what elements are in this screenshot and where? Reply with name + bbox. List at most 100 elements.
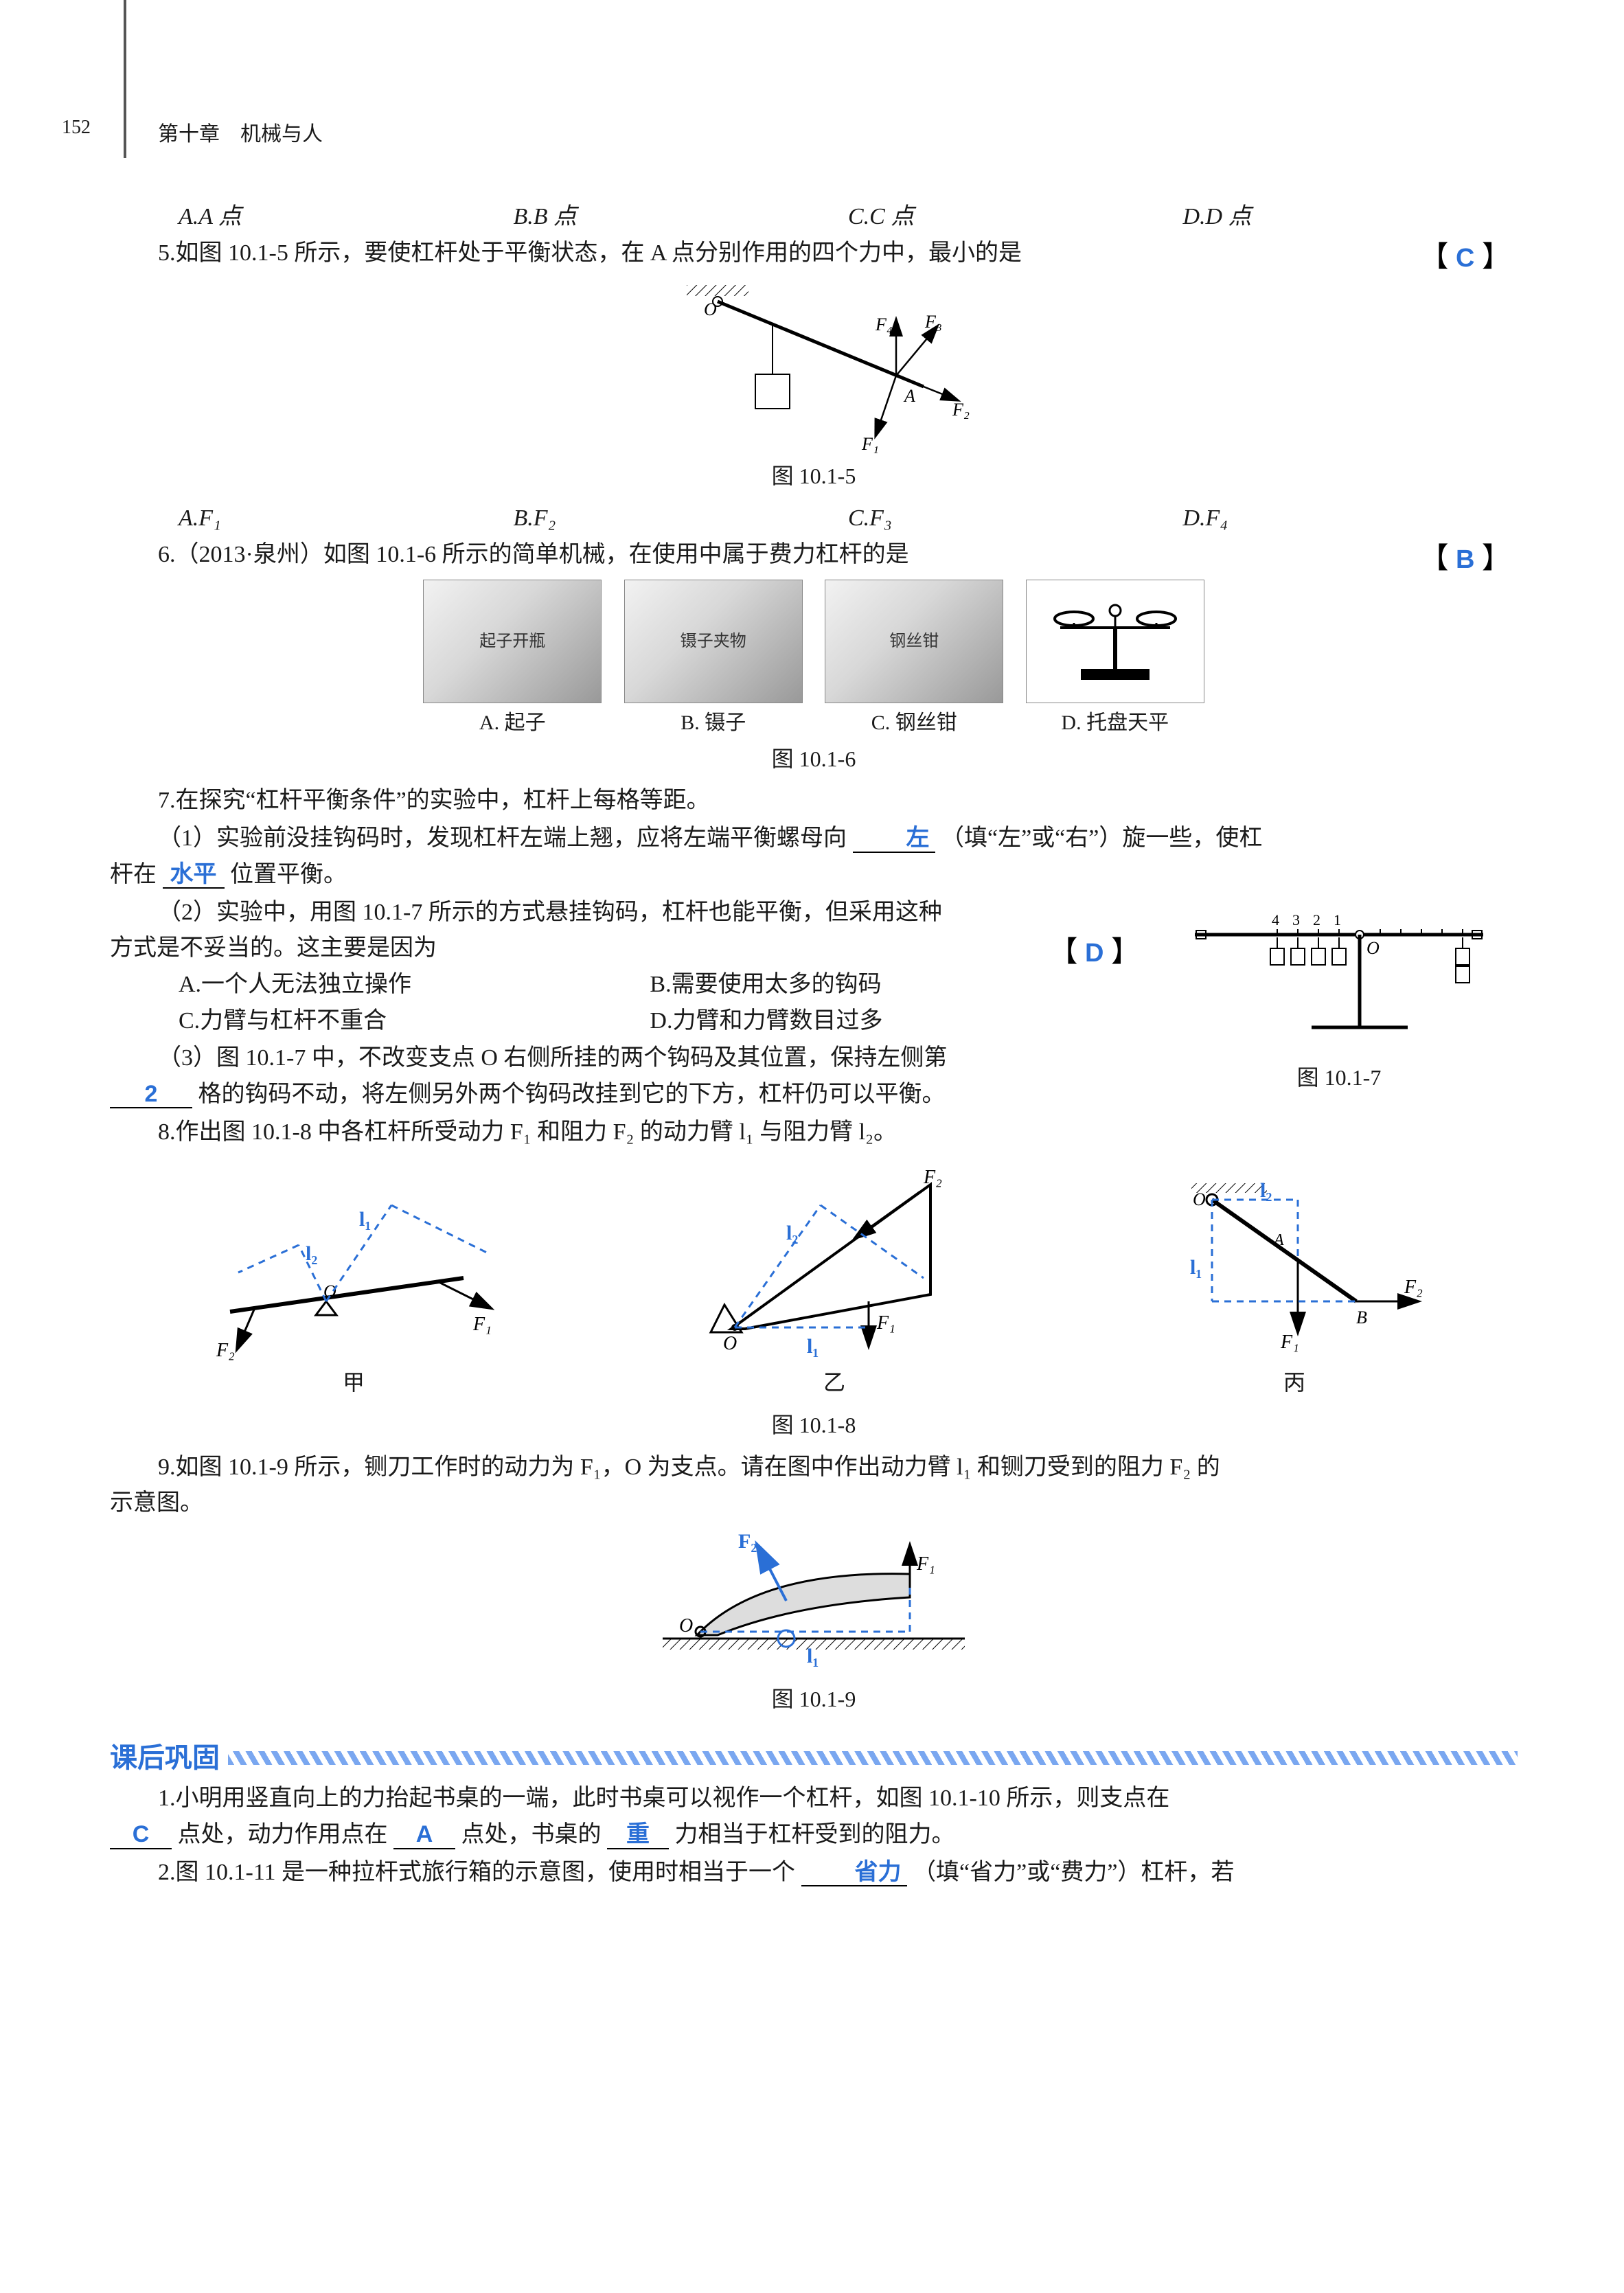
photo-label: 起子 bbox=[505, 711, 546, 734]
fig-caption-5: 图 10.1-5 bbox=[110, 459, 1518, 494]
opt-d: D.力臂和力臂数目过多 bbox=[650, 1003, 1121, 1040]
opt-c: C.力臂与杠杆不重合 bbox=[179, 1003, 650, 1040]
photo-c: 钢丝钳 C. 钢丝钳 bbox=[825, 580, 1003, 740]
p1-line1: 1.小明用竖直向上的力抬起书桌的一端，此时书桌可以视作一个杠杆，如图 10.1-… bbox=[110, 1781, 1518, 1817]
svg-text:l₁: l₁ bbox=[807, 1645, 819, 1667]
q6-stem: 6.（2013·泉州）如图 10.1-6 所示的简单机械，在使用中属于费力杠杆的… bbox=[158, 542, 909, 567]
svg-text:F₂: F₂ bbox=[216, 1340, 235, 1361]
q7-part2-line2: 方式是不妥当的。这主要是因为 【 D 】 bbox=[110, 931, 1160, 967]
svg-text:F₃: F₃ bbox=[924, 312, 942, 332]
section-title-text: 课后巩固 bbox=[110, 1737, 220, 1779]
photo-b: 镊子夹物 B. 镊子 bbox=[624, 580, 803, 740]
q6-text: 6.（2013·泉州）如图 10.1-6 所示的简单机械，在使用中属于费力杠杆的… bbox=[110, 537, 1518, 573]
svg-text:4: 4 bbox=[1272, 911, 1279, 928]
section-stripe-icon bbox=[228, 1751, 1518, 1765]
blank-grid-number: 2 bbox=[110, 1082, 192, 1108]
svg-text:O: O bbox=[723, 1333, 737, 1354]
q4-choices: A.A 点 B.B 点 C.C 点 D.D 点 bbox=[110, 199, 1518, 236]
blank-force-point: A bbox=[393, 1822, 455, 1849]
blank-horizontal: 水平 bbox=[163, 862, 225, 889]
svg-text:F₂: F₂ bbox=[952, 400, 970, 420]
blank-lever-type: 省力 bbox=[801, 1860, 907, 1886]
svg-text:O: O bbox=[1193, 1189, 1206, 1209]
q5-choices: A.F₁ B.F₂ C.F₃ D.F₄ bbox=[110, 501, 1518, 537]
svg-text:l₁: l₁ bbox=[807, 1335, 819, 1358]
svg-text:O: O bbox=[1366, 938, 1380, 958]
q9-text2: 示意图。 bbox=[110, 1485, 1518, 1522]
svg-text:3: 3 bbox=[1292, 911, 1300, 928]
svg-text:F₁: F₁ bbox=[861, 434, 879, 454]
subfig-yi: O F₁ F₂ l₁ l₂ 乙 bbox=[676, 1157, 992, 1406]
svg-text:A: A bbox=[1272, 1231, 1284, 1249]
subfig-jia: O F₁ F₂ l₁ l₂ 甲 bbox=[189, 1171, 518, 1406]
photo-label: 镊子 bbox=[705, 711, 746, 734]
figure-10-1-6: 起子开瓶 A. 起子 镊子夹物 B. 镊子 钢丝钳 C. 钢丝钳 bbox=[110, 580, 1518, 776]
svg-text:F₂: F₂ bbox=[738, 1530, 757, 1553]
svg-text:l₁: l₁ bbox=[1190, 1256, 1202, 1279]
choice-d: D.F₄ bbox=[1183, 501, 1518, 537]
label-O: O bbox=[704, 299, 717, 319]
q7-part2-answer: 【 D 】 bbox=[1049, 931, 1140, 975]
blank-gravity: 重 bbox=[607, 1822, 669, 1849]
bottle-opener-icon: 起子开瓶 bbox=[423, 580, 602, 703]
svg-text:1: 1 bbox=[1334, 911, 1341, 928]
tweezers-icon: 镊子夹物 bbox=[624, 580, 803, 703]
choice-c: C.F₃ bbox=[848, 501, 1183, 537]
photo-label: 钢丝钳 bbox=[895, 711, 957, 734]
pliers-icon: 钢丝钳 bbox=[825, 580, 1003, 703]
choice-a: A.F₁ bbox=[179, 501, 514, 537]
balance-scale-icon bbox=[1026, 580, 1204, 703]
svg-text:O: O bbox=[679, 1615, 693, 1636]
svg-text:F₁: F₁ bbox=[1280, 1332, 1299, 1353]
choice-d: D.D 点 bbox=[1183, 199, 1518, 236]
svg-text:l₂: l₂ bbox=[786, 1222, 798, 1244]
subfig-bing: O B F₁ F₂ l₁ l₂ A 丙 bbox=[1150, 1171, 1439, 1406]
q7-part3-line2: 2 格的钩码不动，将左侧另外两个钩码改挂到它的下方，杠杆仍可以平衡。 bbox=[110, 1077, 1160, 1113]
photo-label: 托盘天平 bbox=[1086, 711, 1169, 734]
choice-a: A.A 点 bbox=[179, 199, 514, 236]
balance-apparatus-svg: 4321 O bbox=[1174, 893, 1504, 1058]
lever-diagram-svg: O A F₄ F₃ F₂ F₁ bbox=[635, 278, 992, 457]
p2-line: 2.图 10.1-11 是一种拉杆式旅行箱的示意图，使用时相当于一个 省力 （填… bbox=[110, 1855, 1518, 1891]
svg-text:2: 2 bbox=[1313, 911, 1320, 928]
svg-text:l₂: l₂ bbox=[1260, 1179, 1272, 1202]
q7-part1: （1）实验前没挂钩码时，发现杠杆左端上翘，应将左端平衡螺母向 左 （填“左”或“… bbox=[110, 821, 1518, 857]
choice-b: B.B 点 bbox=[514, 199, 849, 236]
choice-c: C.C 点 bbox=[848, 199, 1183, 236]
svg-text:l₁: l₁ bbox=[359, 1208, 371, 1231]
figure-10-1-8: O F₁ F₂ l₁ l₂ 甲 bbox=[110, 1157, 1518, 1442]
fig-caption-6: 图 10.1-6 bbox=[110, 742, 1518, 777]
q7-part1-line2: 杆在 水平 位置平衡。 bbox=[110, 857, 1518, 893]
q9-text1: 9.如图 10.1-9 所示，铡刀工作时的动力为 F₁，O 为支点。请在图中作出… bbox=[110, 1450, 1518, 1486]
figure-10-1-9: O F₁ F₂ l₁ 图 10.1-9 bbox=[110, 1529, 1518, 1717]
fig-caption-8: 图 10.1-8 bbox=[110, 1408, 1518, 1443]
p1-line2: C 点处，动力作用点在 A 点处，书桌的 重 力相当于杠杆受到的阻力。 bbox=[110, 1817, 1518, 1853]
q5-text: 5.如图 10.1-5 所示，要使杠杆处于平衡状态，在 A 点分别作用的四个力中… bbox=[110, 236, 1518, 272]
photo-d: D. 托盘天平 bbox=[1026, 580, 1204, 740]
figure-10-1-5: O A F₄ F₃ F₂ F₁ 图 10.1-5 bbox=[110, 278, 1518, 494]
svg-text:F₁: F₁ bbox=[916, 1553, 935, 1575]
sublabel: 丙 bbox=[1150, 1366, 1439, 1400]
photo-a: 起子开瓶 A. 起子 bbox=[423, 580, 602, 740]
q8-text: 8.作出图 10.1-8 中各杠杆所受动力 F₁ 和阻力 F₂ 的动力臂 l₁ … bbox=[110, 1115, 1518, 1151]
page-number: 152 bbox=[62, 117, 91, 139]
q6-answer-slot: 【 B 】 bbox=[1372, 537, 1511, 582]
chapter-header: 第十章 机械与人 bbox=[158, 117, 323, 147]
svg-text:F₄: F₄ bbox=[875, 315, 893, 334]
page-content: A.A 点 B.B 点 C.C 点 D.D 点 5.如图 10.1-5 所示，要… bbox=[110, 199, 1518, 1891]
svg-text:F₂: F₂ bbox=[1404, 1277, 1423, 1298]
q7-intro: 7.在探究“杠杆平衡条件”的实验中，杠杆上每格等距。 bbox=[110, 783, 1518, 819]
section-after-class: 课后巩固 bbox=[110, 1737, 1518, 1779]
sublabel: 乙 bbox=[676, 1366, 992, 1400]
blank-left-right: 左 bbox=[853, 825, 935, 852]
fig-caption-7: 图 10.1-7 bbox=[1160, 1061, 1518, 1095]
q7-part2-block: （2）实验中，用图 10.1-7 所示的方式悬挂钩码，杠杆也能平衡，但采用这种 … bbox=[110, 893, 1518, 1113]
svg-text:F₁: F₁ bbox=[472, 1314, 492, 1335]
label-A: A bbox=[903, 386, 915, 406]
choice-b: B.F₂ bbox=[514, 501, 849, 537]
page-spine-rule bbox=[124, 0, 126, 158]
q5-stem: 5.如图 10.1-5 所示，要使杠杆处于平衡状态，在 A 点分别作用的四个力中… bbox=[158, 240, 1022, 266]
q5-answer-slot: 【 C 】 bbox=[1372, 236, 1511, 280]
svg-text:B: B bbox=[1356, 1308, 1367, 1327]
svg-text:F₁: F₁ bbox=[876, 1312, 895, 1334]
